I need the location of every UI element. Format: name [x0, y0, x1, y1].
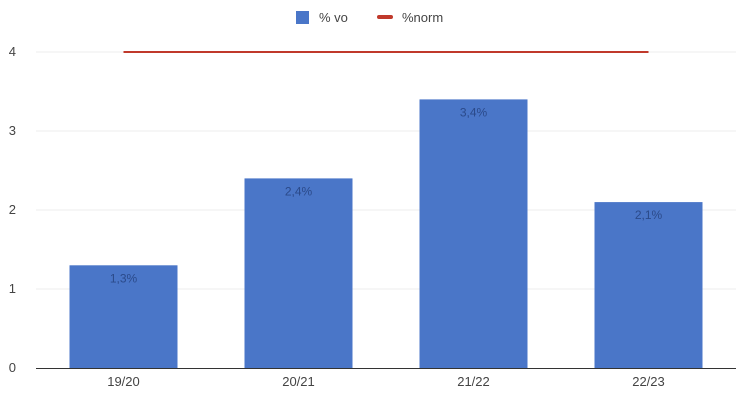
legend-label-norm: %norm — [402, 10, 443, 25]
y-tick-label: 2 — [9, 202, 16, 217]
bar-data-label: 3,4% — [460, 105, 488, 119]
bar-21-22 — [419, 99, 528, 369]
legend-swatch-norm — [377, 15, 393, 19]
y-tick-label: 0 — [9, 360, 16, 375]
y-tick-label: 1 — [9, 281, 16, 296]
legend-swatch-vo — [296, 11, 309, 24]
bar-22-23 — [594, 202, 703, 368]
bar-data-label: 2,4% — [285, 184, 313, 198]
data-labels: 1,3% 2,4% 3,4% 2,1% — [110, 105, 663, 285]
x-axis: 19/20 20/21 21/22 22/23 — [36, 368, 736, 389]
x-tick-label: 19/20 — [107, 374, 140, 389]
bars — [69, 99, 703, 369]
bar-data-label: 2,1% — [635, 208, 663, 222]
legend: % vo %norm — [296, 10, 443, 25]
bar-20-21 — [244, 178, 353, 368]
y-axis: 0 1 2 3 4 — [9, 44, 16, 375]
bar-19-20 — [69, 265, 178, 368]
x-tick-label: 22/23 — [632, 374, 665, 389]
y-tick-label: 3 — [9, 123, 16, 138]
y-tick-label: 4 — [9, 44, 16, 59]
x-tick-label: 21/22 — [457, 374, 490, 389]
legend-label-vo: % vo — [319, 10, 348, 25]
x-tick-label: 20/21 — [282, 374, 315, 389]
bar-data-label: 1,3% — [110, 271, 138, 285]
